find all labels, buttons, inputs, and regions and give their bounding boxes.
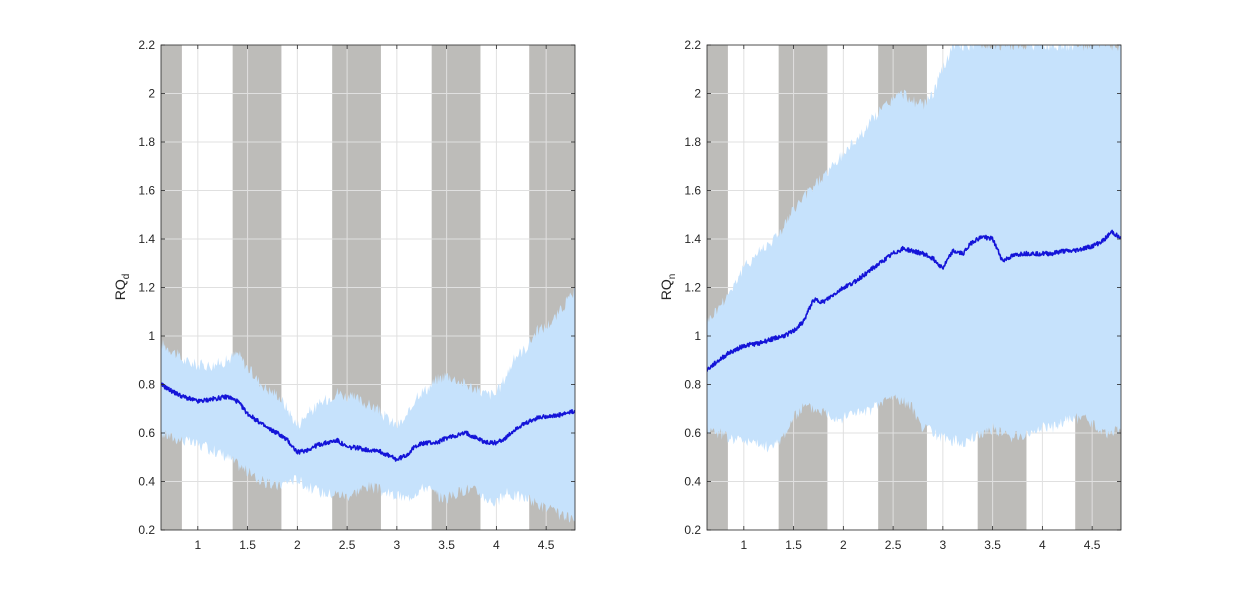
series-line [161,382,575,462]
y-tick-label: 2.2 [138,38,155,52]
x-tick-label: 3 [394,538,401,552]
y-tick-label: 0.6 [684,426,701,440]
y-tick-label: 1.2 [684,281,701,295]
x-tick-label: 4.5 [1084,538,1101,552]
y-axis-label-subscript: n [667,274,678,280]
y-tick-label: 0.2 [138,523,155,537]
x-tick-label: 3.5 [984,538,1001,552]
y-axis-label: RQd [112,274,132,301]
y-tick-label: 0.4 [138,475,155,489]
plot-content [161,45,575,530]
y-axis-label-subscript: d [121,274,132,280]
y-tick-label: 2 [148,87,155,101]
y-tick-label: 1.4 [684,232,701,246]
x-tick-label: 1.5 [239,538,256,552]
x-tick-label: 4 [1039,538,1046,552]
y-tick-label: 0.6 [138,426,155,440]
x-tick-label: 4 [493,538,500,552]
confidence-band [707,45,1121,453]
y-axis-label: RQn [658,274,678,301]
x-tick-label: 3 [940,538,947,552]
y-tick-label: 1.4 [138,232,155,246]
x-tick-label: 2.5 [339,538,356,552]
x-tick-label: 1 [740,538,747,552]
y-tick-label: 2.2 [684,38,701,52]
y-tick-label: 0.8 [138,378,155,392]
y-tick-label: 1 [148,329,155,343]
confidence-band [161,287,575,523]
y-tick-label: 1.2 [138,281,155,295]
plot-content [707,45,1121,530]
y-tick-label: 1.8 [138,135,155,149]
y-tick-label: 0.8 [684,378,701,392]
y-tick-label: 0.2 [684,523,701,537]
x-tick-label: 2 [840,538,847,552]
chart-left-panel: 1 1.5 2 2.5 3 3.5 4 4.5 0.2 0.4 0.6 0.8 1 1.2 1.4 1.6 1.… [112,38,576,552]
x-tick-label: 4.5 [538,538,555,552]
y-tick-label: 0.4 [684,475,701,489]
y-tick-label: 1.6 [138,184,155,198]
x-tick-label: 2.5 [885,538,902,552]
y-tick-label: 2 [694,87,701,101]
y-axis-label-main: RQ [658,279,674,300]
series-line [707,229,1121,372]
y-tick-label: 1.6 [684,184,701,198]
x-tick-label: 2 [294,538,301,552]
y-axis-label-main: RQ [112,279,128,300]
x-tick-label: 3.5 [438,538,455,552]
x-tick-label: 1.5 [785,538,802,552]
y-tick-label: 1 [694,329,701,343]
y-tick-label: 1.8 [684,135,701,149]
x-tick-label: 1 [194,538,201,552]
chart-right-panel: 1 1.5 2 2.5 3 3.5 4 4.5 0.2 0.4 0.6 0.8 1 1.2 1.4 1.6 1.… [658,38,1122,552]
